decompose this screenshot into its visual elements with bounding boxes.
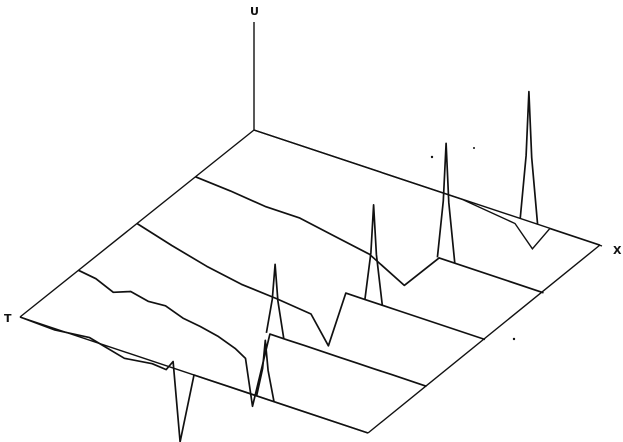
speck <box>473 147 475 149</box>
trace-line <box>253 129 603 250</box>
trace-peak <box>519 90 539 225</box>
speck <box>512 337 516 341</box>
base-plane <box>19 22 601 434</box>
axis-label-t: T <box>4 312 12 325</box>
traces-group <box>19 90 603 442</box>
trace-peak <box>436 142 456 264</box>
axis-label-u: U <box>250 5 259 18</box>
trace-line <box>78 269 427 408</box>
scan-specks <box>430 147 516 341</box>
speck <box>430 155 434 159</box>
trace-peak <box>265 263 285 339</box>
axis-label-x: X <box>613 244 622 257</box>
trace-peak <box>255 339 275 402</box>
trace-line <box>136 222 486 347</box>
trace-line <box>19 316 369 442</box>
trace-peak <box>364 204 384 306</box>
trace-line <box>195 176 544 294</box>
